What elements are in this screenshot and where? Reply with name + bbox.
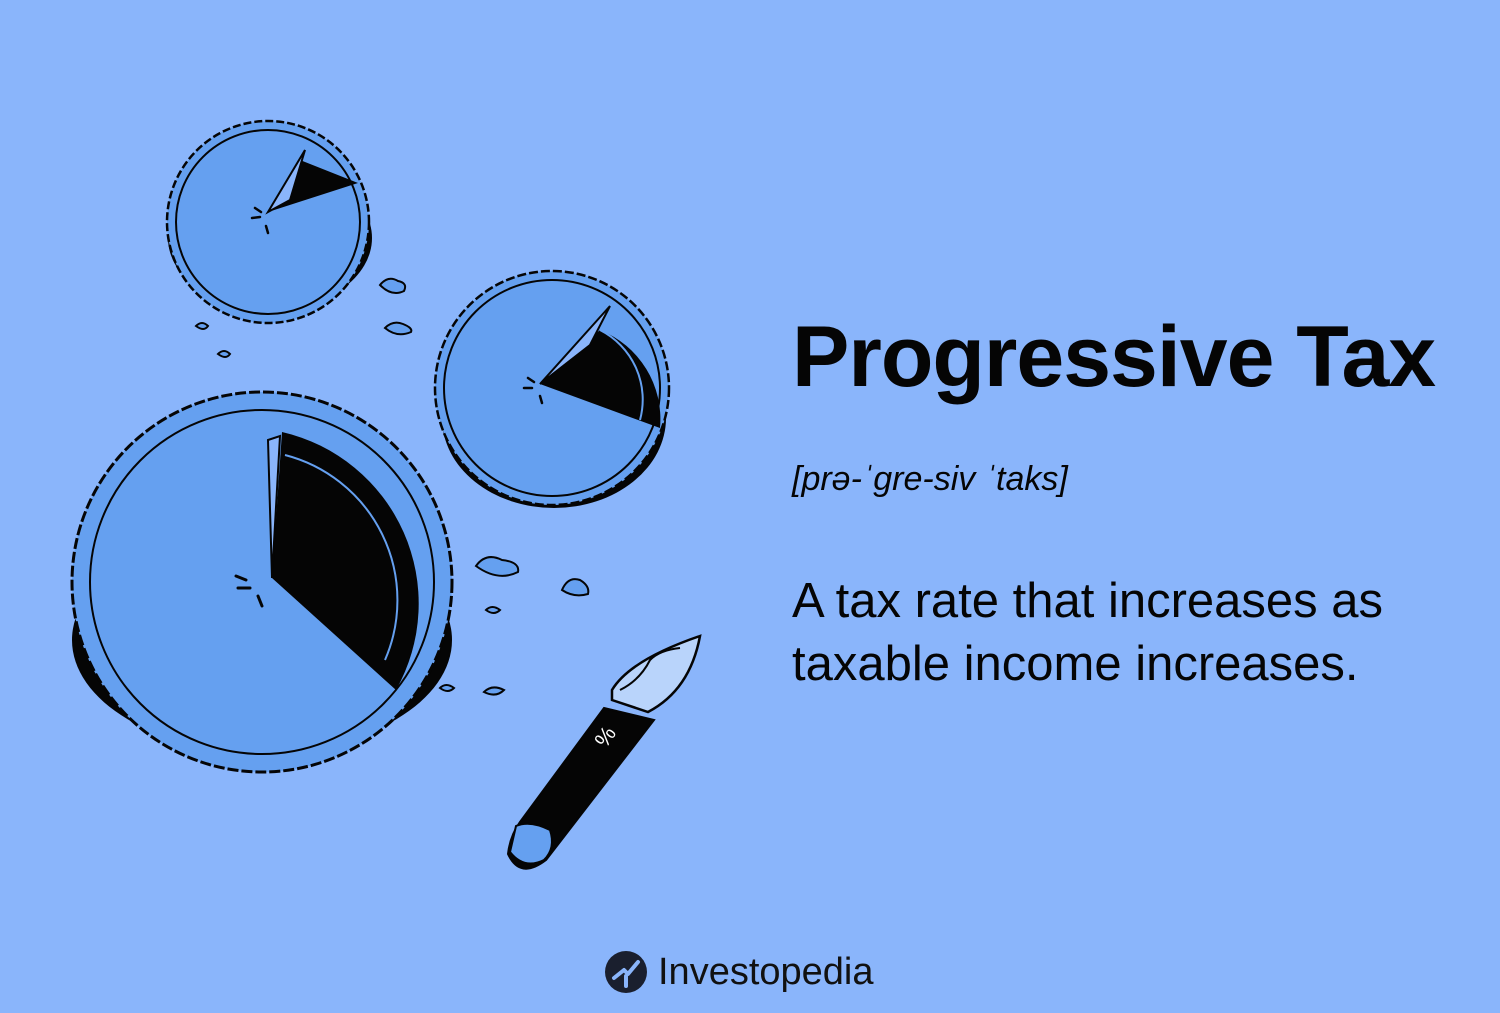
definition-text: A tax rate that increases as taxable inc… — [792, 574, 1384, 691]
pronunciation: [prə-ˈgre-siv ˈtaks] — [792, 460, 1068, 498]
page-title: Progressive Tax — [792, 309, 1436, 405]
medium-pie — [433, 269, 671, 508]
brand-logo[interactable]: Investopedia — [604, 946, 874, 998]
knife: % — [506, 634, 702, 870]
pies-and-knife-illustration: % — [70, 119, 702, 870]
investopedia-logo-icon — [605, 951, 647, 993]
brand-name: Investopedia — [658, 950, 874, 993]
crumbs — [194, 277, 590, 696]
large-pie — [70, 390, 454, 774]
small-pie — [165, 119, 372, 325]
